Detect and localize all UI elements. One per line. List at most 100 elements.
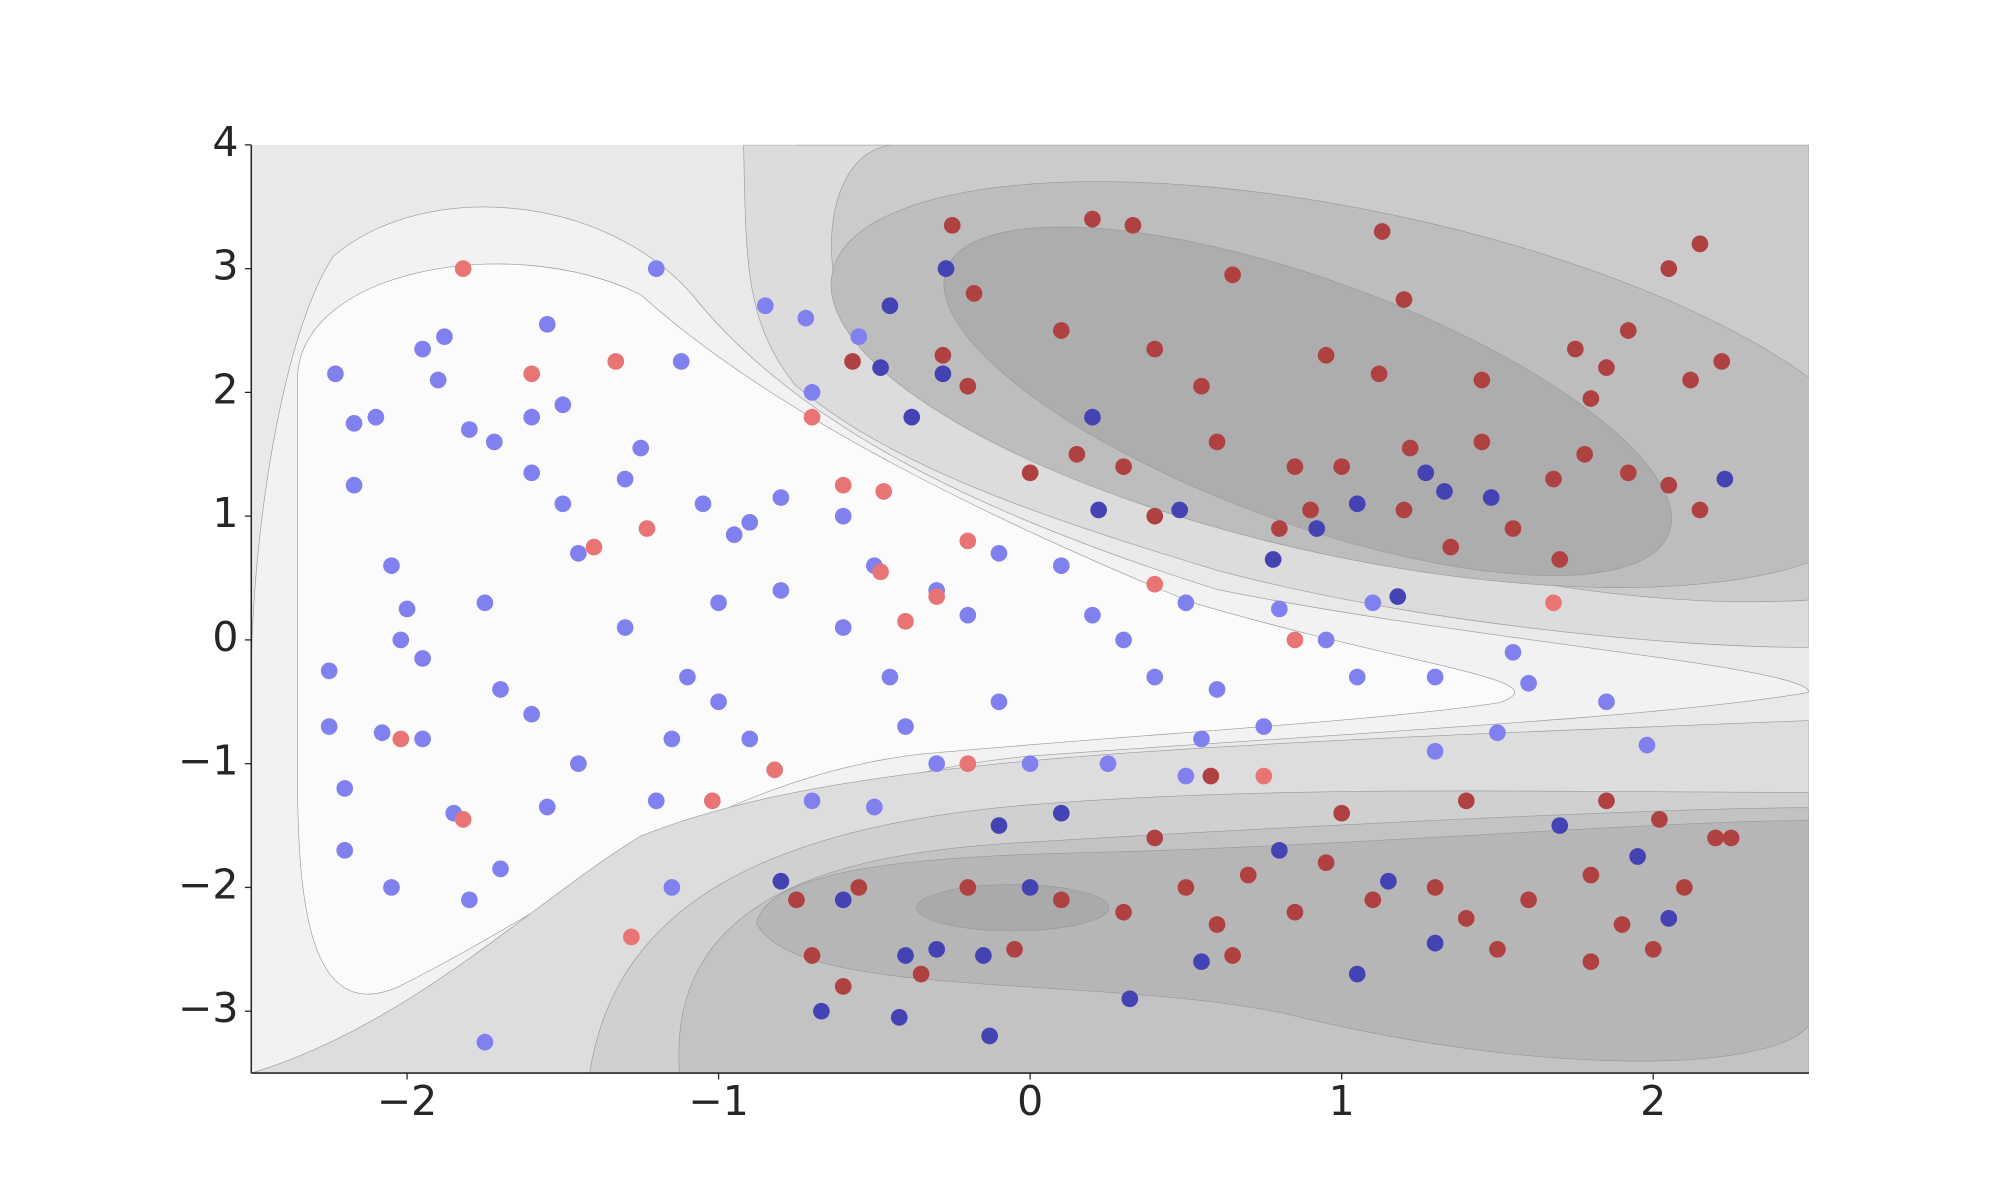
point bbox=[570, 544, 587, 562]
point bbox=[1084, 210, 1101, 228]
point bbox=[1629, 848, 1646, 865]
point bbox=[1716, 470, 1734, 488]
point bbox=[959, 377, 977, 395]
point bbox=[679, 668, 696, 686]
point bbox=[1224, 947, 1241, 964]
point bbox=[663, 879, 681, 896]
point bbox=[890, 1009, 908, 1026]
point bbox=[1146, 340, 1164, 358]
point bbox=[1317, 854, 1335, 872]
y-tick-label: −3 bbox=[178, 984, 238, 1032]
point bbox=[1473, 371, 1491, 389]
point bbox=[766, 761, 783, 779]
point bbox=[1255, 767, 1273, 785]
point bbox=[320, 662, 338, 680]
point bbox=[803, 947, 821, 964]
point bbox=[1177, 767, 1195, 785]
point bbox=[844, 353, 861, 370]
point bbox=[1395, 291, 1413, 308]
point bbox=[414, 340, 431, 358]
point bbox=[981, 1027, 998, 1045]
point bbox=[872, 563, 889, 581]
point bbox=[1682, 371, 1699, 389]
point bbox=[990, 817, 1008, 834]
point bbox=[1457, 792, 1475, 810]
point bbox=[834, 978, 852, 995]
point bbox=[803, 408, 821, 426]
point bbox=[788, 891, 805, 909]
point bbox=[623, 928, 640, 946]
point bbox=[1006, 940, 1023, 958]
point bbox=[1364, 891, 1382, 909]
point bbox=[1333, 804, 1350, 822]
point bbox=[875, 483, 893, 500]
point bbox=[710, 594, 727, 612]
point bbox=[975, 947, 992, 964]
point bbox=[1286, 458, 1304, 475]
point bbox=[1271, 520, 1288, 537]
point bbox=[943, 216, 961, 234]
point bbox=[1021, 879, 1039, 896]
point bbox=[1208, 433, 1226, 451]
point bbox=[897, 613, 914, 630]
point bbox=[616, 470, 634, 488]
point bbox=[345, 476, 363, 494]
point bbox=[1660, 910, 1678, 927]
point bbox=[965, 285, 983, 302]
point bbox=[632, 439, 650, 457]
point bbox=[1124, 216, 1142, 234]
point bbox=[1482, 489, 1500, 506]
point bbox=[1208, 681, 1226, 698]
point bbox=[872, 359, 889, 376]
point bbox=[1146, 507, 1164, 525]
point bbox=[554, 396, 572, 414]
point bbox=[834, 507, 852, 525]
point bbox=[476, 1033, 494, 1051]
point bbox=[797, 309, 815, 327]
decision-contours bbox=[251, 144, 1809, 1074]
point bbox=[1707, 829, 1724, 847]
point bbox=[1660, 260, 1678, 277]
point bbox=[1380, 872, 1397, 890]
point bbox=[959, 606, 977, 624]
point bbox=[1660, 476, 1678, 494]
point bbox=[959, 532, 977, 550]
point bbox=[1619, 322, 1637, 339]
point bbox=[607, 353, 625, 370]
point bbox=[1504, 520, 1522, 537]
point bbox=[461, 891, 478, 909]
point bbox=[912, 965, 930, 983]
point bbox=[1052, 322, 1070, 339]
point bbox=[1426, 742, 1444, 760]
x-tick-label: −1 bbox=[688, 1077, 748, 1125]
point bbox=[585, 538, 603, 556]
point bbox=[1691, 235, 1709, 253]
point bbox=[523, 464, 540, 482]
point bbox=[772, 872, 790, 890]
point bbox=[897, 718, 914, 735]
y-tick-label: 3 bbox=[212, 242, 238, 290]
y-tick-label: −2 bbox=[178, 860, 238, 908]
point bbox=[1068, 445, 1086, 463]
point bbox=[704, 792, 721, 810]
point bbox=[1115, 458, 1132, 475]
point bbox=[990, 693, 1008, 711]
point bbox=[1099, 755, 1117, 773]
point bbox=[1401, 439, 1419, 457]
point bbox=[741, 730, 759, 748]
point bbox=[1364, 594, 1382, 612]
point bbox=[367, 408, 385, 426]
point bbox=[538, 798, 556, 816]
point bbox=[1426, 934, 1444, 952]
y-tick-label: 0 bbox=[212, 613, 238, 661]
point bbox=[345, 415, 363, 432]
point bbox=[813, 1002, 830, 1020]
point bbox=[928, 588, 945, 605]
point bbox=[1713, 353, 1731, 370]
point bbox=[772, 582, 790, 599]
y-tick-label: 4 bbox=[212, 118, 238, 166]
point bbox=[834, 619, 852, 636]
point bbox=[1084, 408, 1101, 426]
point bbox=[1239, 866, 1257, 884]
point bbox=[1489, 724, 1506, 742]
